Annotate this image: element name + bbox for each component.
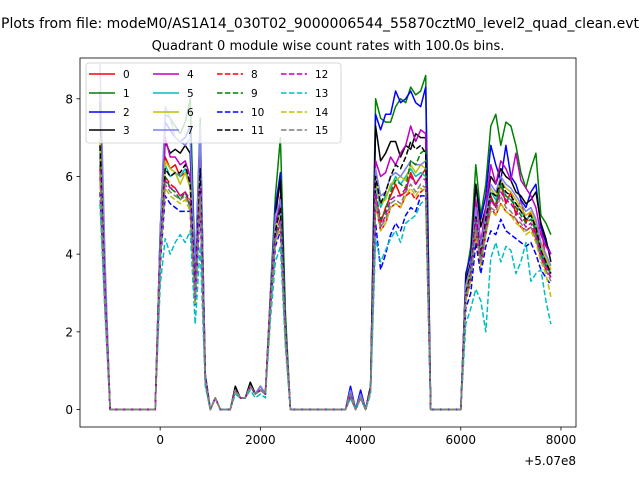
x-offset-label: +5.07e8	[524, 454, 576, 468]
legend-label-7: 7	[187, 125, 194, 137]
y-tick-label: 0	[65, 403, 73, 417]
y-tick-label: 4	[65, 248, 73, 262]
figure-suptitle: Plots from file: modeM0/AS1A14_030T02_90…	[1, 16, 639, 32]
x-axis: 0 2000 4000 6000 8000	[156, 427, 576, 447]
x-tick-label: 8000	[546, 433, 577, 447]
legend-frame	[85, 62, 342, 144]
legend-label-9: 9	[251, 88, 258, 100]
x-tick-label: 0	[156, 433, 164, 447]
legend-label-5: 5	[187, 88, 194, 100]
legend-label-0: 0	[123, 69, 130, 81]
legend-label-11: 11	[251, 125, 264, 137]
legend-label-10: 10	[251, 107, 264, 119]
y-tick-label: 2	[65, 325, 73, 339]
legend-label-12: 12	[315, 69, 328, 81]
y-tick-label: 8	[65, 92, 73, 106]
x-tick-label: 4000	[345, 433, 376, 447]
legend-label-2: 2	[123, 107, 130, 119]
legend-label-13: 13	[315, 88, 328, 100]
chart-title: Quadrant 0 module wise count rates with …	[152, 39, 505, 54]
y-axis: 0 2 4 6 8	[65, 92, 80, 417]
series-line-12	[99, 168, 552, 411]
axes-frame	[79, 57, 577, 428]
x-tick-label: 2000	[245, 433, 276, 447]
x-tick-label: 6000	[445, 433, 476, 447]
legend-label-15: 15	[315, 125, 328, 137]
legend-label-6: 6	[187, 107, 194, 119]
legend-label-4: 4	[187, 69, 194, 81]
series-line-13	[99, 199, 552, 411]
legend-label-3: 3	[123, 125, 130, 137]
legend-label-8: 8	[251, 69, 258, 81]
series-line-15	[99, 172, 552, 411]
legend-label-1: 1	[123, 88, 130, 100]
legend-label-14: 14	[315, 107, 329, 119]
y-tick-label: 6	[65, 170, 73, 184]
